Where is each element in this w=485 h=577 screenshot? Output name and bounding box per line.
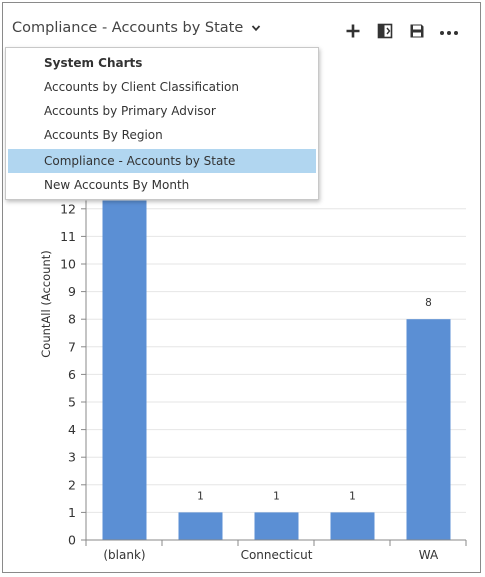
y-tick-label: 11 — [60, 229, 76, 244]
y-axis-title: CountAll (Account) — [39, 250, 53, 357]
expand-chart-button[interactable] — [369, 20, 401, 42]
chart-title: Compliance - Accounts by State — [12, 20, 244, 36]
y-tick-label: 9 — [68, 284, 76, 299]
x-tick-label: Connecticut — [241, 548, 313, 562]
y-tick-label: 2 — [68, 477, 76, 492]
bar[interactable] — [330, 512, 375, 540]
menu-heading: System Charts — [44, 56, 143, 70]
chart-selector[interactable]: Compliance - Accounts by State — [12, 16, 261, 40]
x-tick-label: (blank) — [103, 548, 145, 562]
y-tick-label: 6 — [68, 367, 76, 382]
menu-item[interactable]: Accounts by Primary Advisor — [44, 104, 216, 118]
save-icon — [410, 24, 424, 38]
expand-pane-icon — [377, 23, 393, 39]
bars — [102, 200, 451, 540]
bar[interactable] — [178, 512, 223, 540]
y-tick-label: 4 — [68, 422, 76, 437]
plus-icon — [346, 24, 360, 38]
y-tick-label: 12 — [60, 201, 76, 216]
data-labels: 1 1 1 8 — [197, 297, 432, 502]
menu-item[interactable]: Accounts By Region — [44, 128, 163, 142]
chevron-down-icon — [252, 25, 261, 32]
x-tick-label: WA — [419, 548, 439, 562]
y-tick-label: 5 — [68, 395, 76, 410]
y-tick-label: 7 — [68, 339, 76, 354]
more-icon — [440, 31, 458, 35]
menu-item-selected[interactable]: Compliance - Accounts by State — [8, 149, 316, 173]
menu-item[interactable]: Accounts by Client Classification — [44, 80, 240, 94]
data-label: 1 — [197, 490, 204, 502]
y-tick-label: 8 — [68, 312, 76, 327]
y-tick-label: 10 — [60, 257, 76, 272]
menu-item[interactable]: New Accounts By Month — [44, 178, 190, 192]
chart-toolbar — [337, 20, 465, 42]
x-axis: (blank) Connecticut WA — [85, 539, 467, 562]
bar[interactable] — [406, 319, 451, 540]
grid-lines — [86, 208, 466, 513]
y-tick-label: 3 — [68, 450, 76, 465]
bar[interactable] — [254, 512, 299, 540]
chart-list-dropdown: System Charts Accounts by Client Classif… — [5, 47, 319, 200]
data-label: 8 — [425, 297, 432, 309]
more-options-button[interactable] — [433, 20, 465, 42]
save-chart-button[interactable] — [401, 20, 433, 42]
bar[interactable] — [102, 200, 147, 540]
data-label: 1 — [349, 490, 356, 502]
y-tick-label: 1 — [68, 505, 76, 520]
new-chart-button[interactable] — [337, 20, 369, 42]
y-tick-label: 0 — [68, 533, 76, 548]
data-label: 1 — [273, 490, 280, 502]
